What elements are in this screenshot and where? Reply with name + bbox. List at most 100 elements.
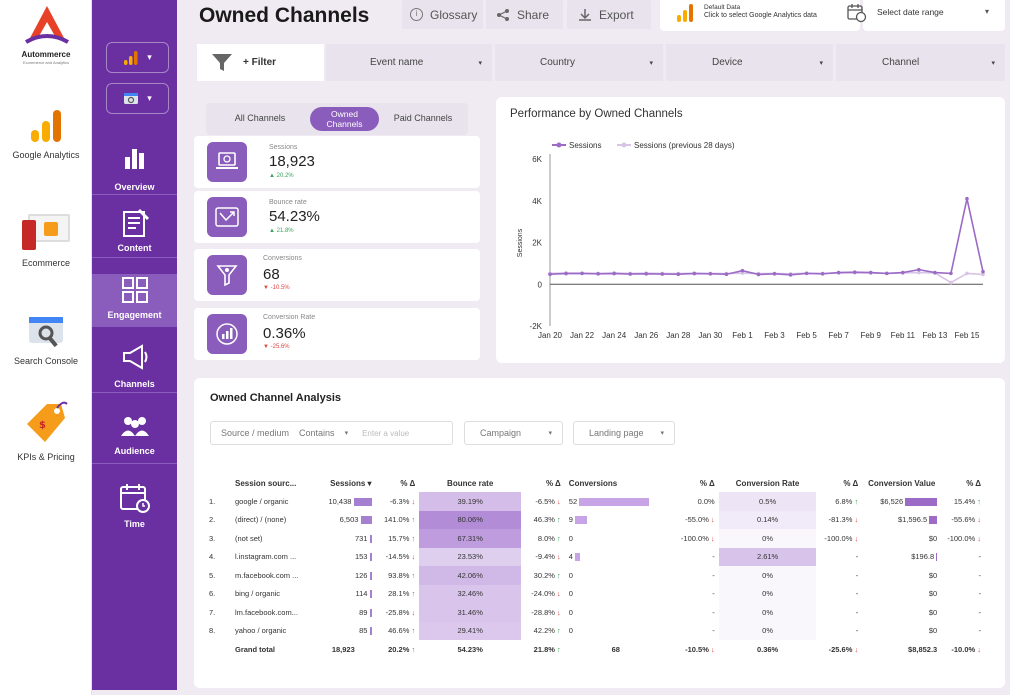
campaign-dropdown[interactable]: Campaign ▾ [464,421,563,445]
tab-audience[interactable]: Audience [92,414,177,464]
country-dropdown[interactable]: Country ▾ [495,44,663,81]
table-row[interactable]: 4. l.instagram.com ... 153 -14.5% ↓ 23.53% -… [205,547,985,567]
nav-kpis-pricing[interactable]: $ KPIs & Pricing [0,400,92,462]
kpi-value: 68 [263,266,280,283]
conversions-cell: 0 [568,589,573,599]
sessions-cell: 153 [311,548,375,567]
bounce-delta-cell: -9.4% ↓ [535,552,561,562]
table-row[interactable]: 5. m.facebook.com ... 126 93.8% ↑ 42.06% 30.… [205,566,985,585]
tab-owned-channels[interactable]: Owned Channels [310,107,379,131]
table-row[interactable]: 2. (direct) / (none) 6,503 141.0% ↑ 80.06% 4… [205,510,985,530]
device-dropdown[interactable]: Device ▾ [666,44,833,81]
conversions-delta-cell: -100.0% ↓ [680,533,715,543]
table-row[interactable]: 7. lm.facebook.com... 89 -25.8% ↓ 31.46% -28… [205,603,985,622]
date-range-picker[interactable]: Select date range ▾ [847,0,1005,31]
conversion-rate-delta-cell: - [855,552,859,562]
total-delta: 20.2% ↑ [388,644,416,654]
data-point [676,272,681,277]
table-row[interactable]: 1. google / organic 10,438 -6.3% ↓ 39.19% -6… [205,492,985,511]
chevron-down-icon: ▾ [991,59,995,67]
export-button[interactable]: Export [567,0,651,29]
conversions-cell: 9 [565,511,667,530]
ga-property-selector[interactable]: ▾ [106,42,169,73]
conversion-rate-delta-cell: - [855,570,859,580]
data-point [788,273,793,277]
tab-all-channels[interactable]: All Channels [234,113,286,123]
data-point [949,271,953,276]
brand-name: Autommerce [21,50,71,59]
tab-content[interactable]: Content [92,200,177,258]
data-point [836,270,841,275]
tab-engagement[interactable]: Engagement [92,274,177,327]
column-header[interactable]: % Δ [400,478,416,488]
column-header[interactable]: Session sourc... [235,478,297,488]
tab-time[interactable]: Time [92,482,177,536]
table-row[interactable]: 8. yahoo / organic 85 46.6% ↑ 29.41% 42.2% ↑… [205,621,985,641]
svg-text:$: $ [39,420,46,431]
conversion-rate-delta-cell: - [855,589,859,599]
column-header[interactable]: Conversion Value [868,478,936,488]
chart-title: Performance by Owned Channels [510,108,683,120]
column-header[interactable]: % Δ [843,478,859,488]
total-conversion-value: $8,852.3 [908,644,938,654]
sessions-cell: 731 [311,529,375,548]
chevron-down-icon: ▾ [548,430,552,437]
source-medium-filter[interactable]: Source / medium Contains ▾ Enter a value [210,421,453,445]
share-button[interactable]: Share [486,0,563,29]
chevron-down-icon: ▾ [478,59,482,67]
x-tick-label: Jan 24 [602,331,627,340]
data-point [868,270,873,275]
info-icon: i [410,8,423,21]
chevron-down-icon: ▾ [985,7,990,16]
data-source-selector[interactable]: ▾ [106,83,169,114]
data-point [820,272,825,276]
sessions-cell: 85 [311,622,375,641]
landing-page-dropdown[interactable]: Landing page ▾ [573,421,675,445]
tab-channels[interactable]: Channels [92,343,177,393]
column-header[interactable]: Conversions [568,478,618,488]
data-point [612,271,616,276]
nav-search-console[interactable]: Search Console [0,314,92,366]
bounce-rate-cell: 23.53% [419,547,522,566]
conversion-rate-cell: 0% [718,566,817,585]
channel-dropdown[interactable]: Channel ▾ [836,44,1005,81]
dropdown-label: Landing page [589,428,644,438]
row-number: 1. [209,496,216,506]
sessions-bar [369,553,372,562]
column-header[interactable]: Sessions ▾ [330,478,372,488]
kpi-value: 0.36% [263,325,306,342]
data-point [596,272,600,276]
nav-ecommerce[interactable]: Ecommerce [0,212,92,268]
table-row[interactable]: 6. bing / organic 114 28.1% ↑ 32.46% -24.0% … [205,584,985,603]
total-conversions: 68 [611,644,620,654]
sessions-delta-cell: 28.1% ↑ [388,589,416,599]
event-name-dropdown[interactable]: Event name ▾ [326,44,492,81]
tab-overview[interactable]: Overview [92,140,177,195]
column-header[interactable]: % Δ [699,478,715,488]
conversions-delta-cell: - [712,589,715,599]
column-header[interactable]: Conversion Rate [735,478,800,488]
data-point [772,272,777,276]
add-filter-button[interactable]: + Filter [197,44,324,81]
data-point [852,270,857,274]
chevron-down-icon: ▾ [344,430,349,437]
kpi-label: Conversions [263,255,302,262]
conversions-cell: 52 [565,492,667,511]
column-header[interactable]: Bounce rate [447,478,494,488]
bounce-rate-cell: 31.46% [419,603,522,622]
data-source-picker[interactable]: Default Data Click to select Google Anal… [660,0,860,31]
table-row[interactable]: 3. (not set) 731 15.7% ↑ 67.31% 8.0% ↑ 0 -100.… [205,529,985,548]
column-header[interactable]: % Δ [546,478,561,488]
x-tick-label: Jan 28 [666,331,691,340]
column-header[interactable]: % Δ [966,478,981,488]
tab-paid-channels[interactable]: Paid Channels [393,113,453,123]
nav-label: Google Analytics [12,150,80,160]
conversion-value-bar [929,516,938,525]
data-point [740,271,745,275]
search-console-icon [29,317,63,348]
tab-label: Content [117,243,152,253]
kpi-delta: ▲ 21.8% [269,228,294,234]
filter-value-input[interactable]: Enter a value [362,428,410,438]
nav-google-analytics[interactable]: Google Analytics [0,108,92,160]
glossary-button[interactable]: i Glossary [402,0,483,29]
